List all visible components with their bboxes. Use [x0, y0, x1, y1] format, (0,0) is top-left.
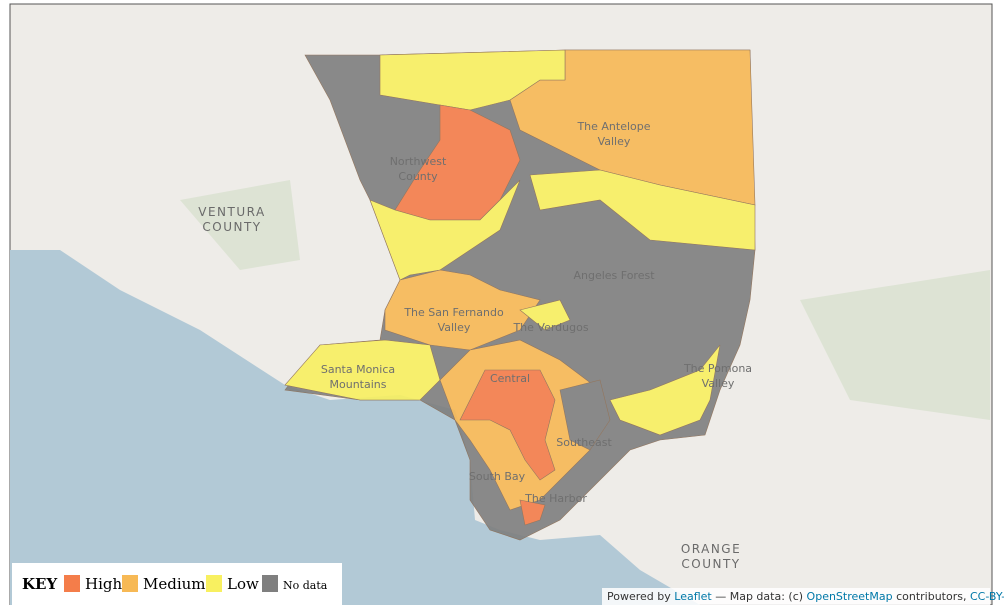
label-line: COUNTY	[202, 220, 261, 234]
place-label: VENTURA COUNTY	[198, 205, 265, 234]
legend-label: High	[85, 575, 122, 593]
region	[379, 49, 566, 111]
label-line: The San Fernando	[403, 306, 504, 319]
attribution-text: Powered by	[607, 590, 671, 603]
region	[519, 499, 546, 526]
link[interactable]: Leaflet	[674, 590, 712, 603]
place-label: The San Fernando Valley	[403, 306, 504, 334]
place-label: South Bay	[469, 470, 526, 483]
attribution: Powered by Leaflet — Map data: (c) OpenS…	[607, 590, 1004, 603]
attribution-text: — Map data: (c)	[715, 590, 803, 603]
label-line: Angeles Forest	[573, 269, 655, 282]
legend: KEY High Medium Low No data	[22, 575, 328, 593]
label-line: The Pomona	[683, 362, 752, 375]
legend-label: Low	[227, 575, 259, 593]
legend-swatch	[64, 575, 80, 592]
place-label: The Pomona Valley	[683, 362, 752, 390]
label-line: County	[398, 170, 438, 183]
region	[609, 344, 721, 436]
place-label: Central	[490, 372, 530, 385]
legend-label: No data	[283, 579, 328, 592]
attribution-box	[602, 588, 990, 605]
region	[369, 179, 521, 281]
label-line: COUNTY	[681, 557, 740, 571]
region	[559, 379, 611, 451]
region	[384, 269, 541, 351]
link[interactable]: OpenStreetMap	[807, 590, 893, 603]
label-line: Santa Monica	[321, 363, 395, 376]
place-label: Southeast	[556, 436, 612, 449]
link[interactable]: CC-BY-SA.	[970, 590, 1004, 603]
label-line: ORANGE	[681, 542, 741, 556]
label-line: Central	[490, 372, 530, 385]
legend-title: KEY	[22, 575, 57, 593]
ocean	[10, 250, 700, 605]
region	[459, 369, 556, 481]
label-line: Valley	[702, 377, 735, 390]
place-label: Angeles Forest	[573, 269, 655, 282]
legend-swatch	[206, 575, 222, 592]
place-label: The Harbor	[524, 492, 587, 505]
legend-label: Medium	[143, 575, 206, 593]
place-label: Northwest County	[390, 155, 447, 183]
county-regions	[284, 49, 756, 541]
label-line: VENTURA	[198, 205, 265, 219]
label-line: Mountains	[330, 378, 387, 391]
region	[529, 169, 756, 251]
legend-swatch	[122, 575, 138, 592]
place-label: The Antelope Valley	[576, 120, 650, 148]
label-line: Valley	[598, 135, 631, 148]
label-line: South Bay	[469, 470, 526, 483]
place-label: Santa Monica Mountains	[321, 363, 395, 391]
label-line: Northwest	[390, 155, 447, 168]
label-line: Valley	[438, 321, 471, 334]
terrain	[180, 180, 990, 420]
place-label: The Verdugos	[512, 321, 588, 334]
region	[284, 339, 441, 401]
label-line: The Harbor	[524, 492, 587, 505]
region	[519, 299, 571, 331]
label-line: The Antelope	[576, 120, 650, 133]
label-line: The Verdugos	[512, 321, 588, 334]
attribution-text: contributors,	[896, 590, 966, 603]
legend-swatch	[262, 575, 278, 592]
place-label: ORANGE COUNTY	[681, 542, 741, 571]
label-line: Southeast	[556, 436, 612, 449]
